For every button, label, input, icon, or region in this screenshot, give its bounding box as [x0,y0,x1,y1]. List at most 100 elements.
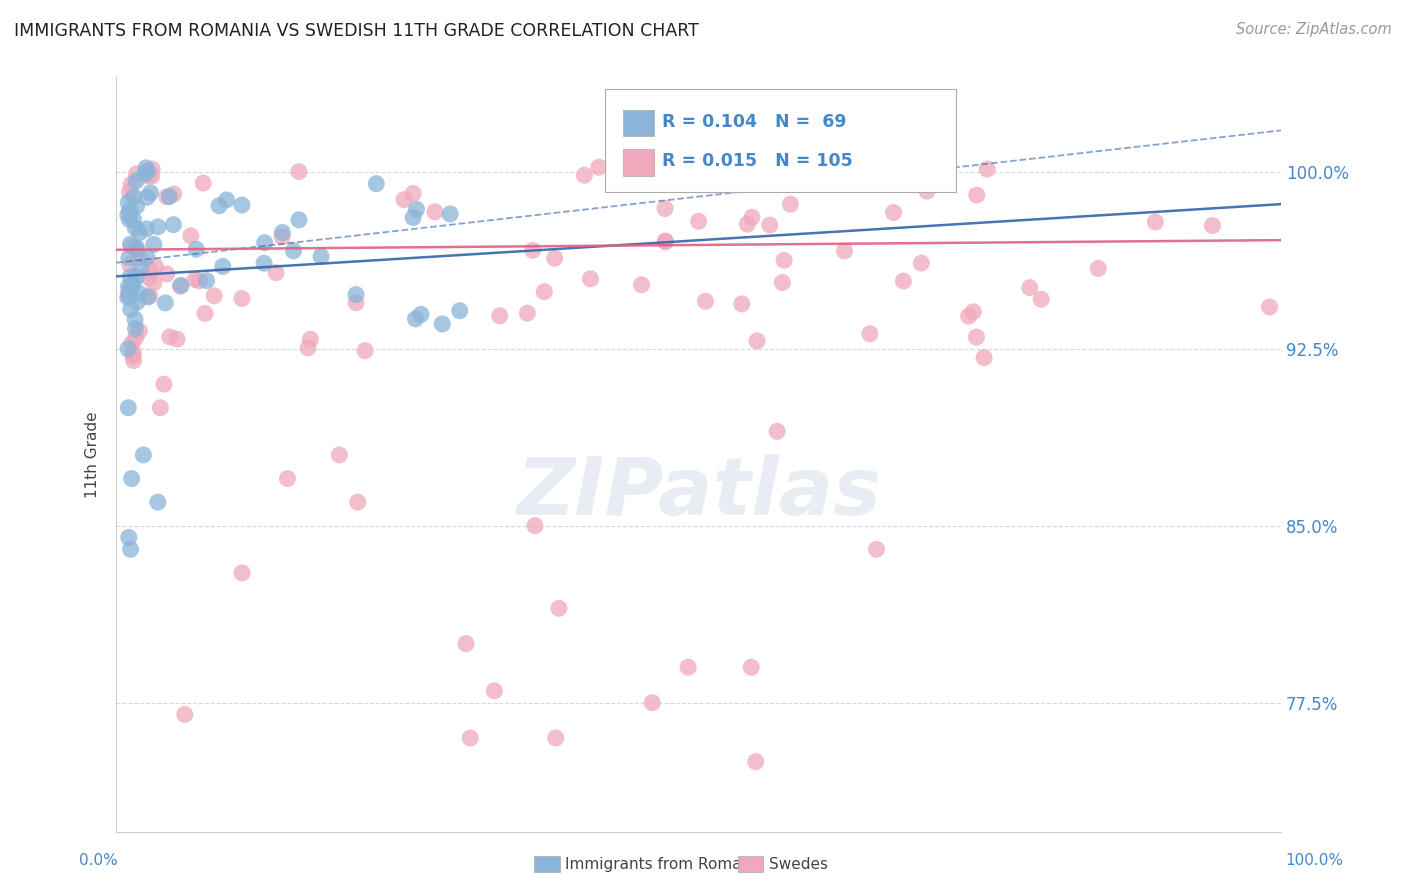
Point [127,295,149,310]
Point [1031,292,1053,306]
Point [533,285,555,299]
Point [579,272,602,286]
Point [740,660,762,674]
Point [454,637,477,651]
Point [741,211,763,225]
Point [402,211,425,225]
Point [184,272,207,286]
Point [169,279,191,293]
Point [128,251,150,265]
Point [574,168,596,182]
Point [142,276,165,290]
Point [122,349,145,363]
Point [202,289,225,303]
Point [208,199,231,213]
Point [125,174,148,188]
Point [141,162,163,177]
Point [801,167,824,181]
Point [548,601,571,615]
Text: R = 0.104   N =  69: R = 0.104 N = 69 [662,113,846,131]
Point [745,334,768,348]
Point [731,297,754,311]
Point [344,287,367,301]
Point [146,495,169,509]
Point [484,683,506,698]
Point [779,197,801,211]
Point [117,290,139,304]
Point [139,186,162,200]
Point [893,274,915,288]
Text: 0.0%: 0.0% [79,854,118,868]
Point [910,256,932,270]
Point [654,235,676,249]
Point [516,306,538,320]
Point [211,260,233,274]
Point [117,208,139,222]
Point [283,244,305,258]
Point [118,251,141,265]
Point [773,253,796,268]
Point [195,274,218,288]
Point [758,218,780,232]
Point [695,294,717,309]
Point [139,263,162,277]
Point [121,471,143,485]
Point [276,471,298,485]
Text: Source: ZipAtlas.com: Source: ZipAtlas.com [1236,22,1392,37]
Point [138,271,160,285]
Point [288,164,311,178]
Text: Swedes: Swedes [769,857,828,871]
Text: R = 0.015   N = 105: R = 0.015 N = 105 [662,153,853,170]
Point [122,212,145,227]
Point [288,212,311,227]
Point [129,260,152,275]
Point [654,202,676,216]
Point [122,189,145,203]
Point [122,277,145,291]
Point [157,189,180,203]
Point [957,309,980,323]
Point [136,290,159,304]
Point [402,186,425,201]
Text: IMMIGRANTS FROM ROMANIA VS SWEDISH 11TH GRADE CORRELATION CHART: IMMIGRANTS FROM ROMANIA VS SWEDISH 11TH … [14,22,699,40]
Point [136,164,159,178]
Point [125,199,148,213]
Point [766,425,789,439]
Point [142,237,165,252]
Point [122,345,145,359]
Point [170,278,193,293]
Point [188,274,211,288]
Point [297,341,319,355]
Point [117,285,139,299]
Point [770,276,793,290]
Point [973,351,995,365]
Point [135,161,157,175]
Point [654,234,676,248]
Point [641,696,664,710]
Point [392,193,415,207]
Point [149,401,172,415]
Point [965,330,987,344]
Point [118,258,141,272]
Point [120,178,142,192]
Point [458,731,481,745]
Point [588,160,610,174]
Point [138,169,160,183]
Point [124,321,146,335]
Point [1258,300,1281,314]
Point [125,242,148,256]
Point [117,279,139,293]
Point [120,269,142,284]
Point [132,448,155,462]
Point [744,755,766,769]
Point [118,203,141,218]
Point [1144,215,1167,229]
Point [966,188,988,202]
Point [449,303,471,318]
Point [121,280,143,294]
Point [630,277,652,292]
Point [125,269,148,284]
Point [162,218,184,232]
Point [366,177,388,191]
Point [124,221,146,235]
